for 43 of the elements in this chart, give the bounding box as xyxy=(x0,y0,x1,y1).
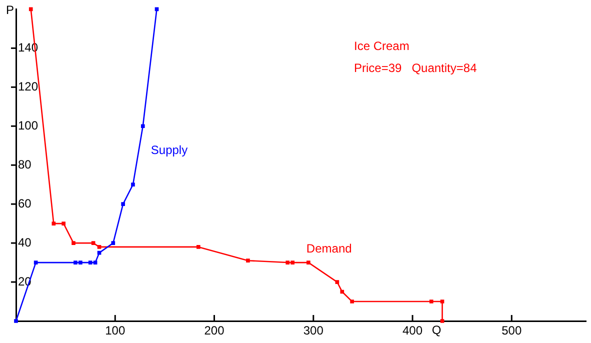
y-tick-label: 80 xyxy=(18,157,32,172)
point xyxy=(340,290,344,294)
point xyxy=(52,222,56,226)
point xyxy=(34,260,38,264)
point xyxy=(97,245,102,249)
text: Ice Cream xyxy=(354,39,410,53)
x-axis-title: Q xyxy=(432,323,442,337)
x-tick-label: 200 xyxy=(204,324,225,338)
point xyxy=(72,241,76,245)
y-axis-title: P xyxy=(6,3,14,17)
point xyxy=(121,202,125,206)
point xyxy=(306,260,310,264)
point xyxy=(350,300,354,304)
point xyxy=(140,124,145,128)
point xyxy=(62,222,66,226)
point xyxy=(91,241,96,245)
point xyxy=(429,300,434,304)
x-tick-label: 500 xyxy=(502,324,522,338)
annotation: Price=39 Quantity=84 xyxy=(354,61,478,75)
point xyxy=(246,258,250,263)
point xyxy=(111,241,116,245)
point xyxy=(78,260,82,264)
point xyxy=(440,319,444,323)
point xyxy=(74,260,78,264)
x-tick-label: 400 xyxy=(402,324,423,338)
point xyxy=(93,260,98,264)
point xyxy=(335,280,340,284)
series-label: Demand xyxy=(306,242,352,256)
y-tick-label: 100 xyxy=(18,118,38,132)
y-tick-label: 120 xyxy=(18,79,38,94)
point xyxy=(286,260,290,264)
y-tick-label: 40 xyxy=(18,235,32,250)
series-label: Supply xyxy=(150,143,188,158)
point xyxy=(28,7,33,12)
x-tick-label: 300 xyxy=(303,324,324,338)
point xyxy=(131,182,135,186)
point xyxy=(196,245,200,249)
y-tick-label: 60 xyxy=(18,196,32,210)
point xyxy=(290,260,294,264)
point xyxy=(88,260,92,264)
point xyxy=(440,300,444,304)
x-tick-label: 100 xyxy=(105,324,126,338)
point xyxy=(14,319,18,323)
